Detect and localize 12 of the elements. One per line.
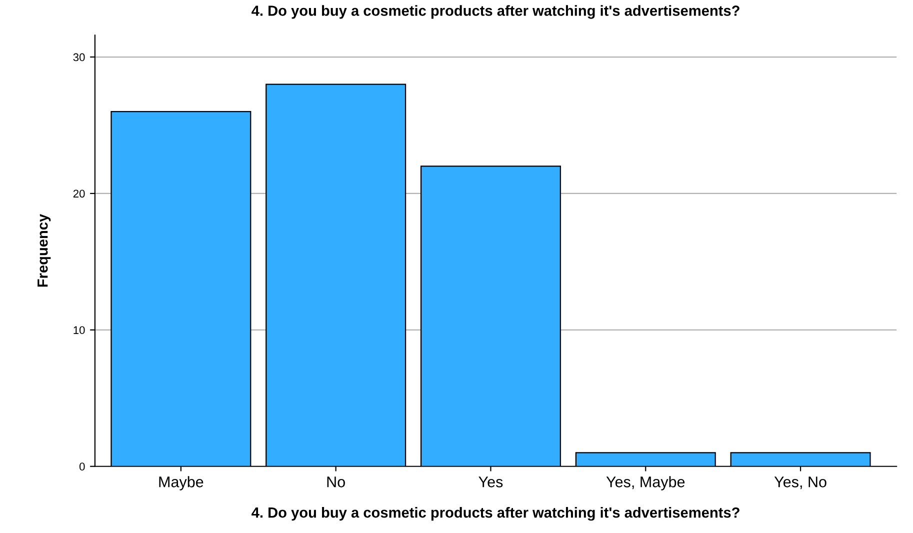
y-tick-label: 0 — [79, 462, 85, 471]
x-tick-label: Yes, No — [774, 476, 826, 490]
chart-title: 4. Do you buy a cosmetic products after watching it's advertisements? — [252, 5, 740, 19]
x-tick-label: No — [327, 476, 345, 488]
y-axis-title: Frequency — [38, 214, 51, 287]
x-axis-title: 4. Do you buy a cosmetic products after watching it's advertisements? — [252, 507, 740, 521]
x-tick-label: Yes — [478, 476, 503, 488]
y-tick-label: 20 — [73, 190, 85, 198]
y-tick-label: 10 — [74, 326, 85, 334]
x-tick-label: Yes, Maybe — [606, 476, 685, 490]
y-tick-label: 30 — [73, 53, 85, 62]
x-tick-label: Maybe — [159, 476, 204, 490]
